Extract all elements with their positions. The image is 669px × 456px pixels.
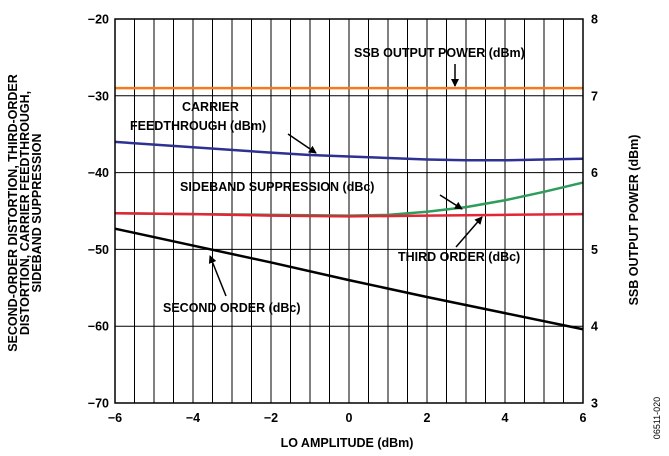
series-line-second-order-dbc — [114, 227, 584, 331]
y-right-tick-label: 6 — [591, 166, 598, 180]
x-tick-label: 2 — [424, 411, 431, 425]
x-tick-label: 6 — [580, 411, 587, 425]
x-tick-label: −2 — [264, 411, 278, 425]
y-left-tick-label: −50 — [88, 243, 109, 257]
y-right-axis-label: SSB OUTPUT POWER (dBm) — [627, 135, 641, 306]
grid — [114, 18, 584, 404]
annotation-carrier-line-2: FEEDTHROUGH (dBm) — [130, 119, 266, 133]
y-left-tick-label: −40 — [88, 166, 109, 180]
annotation-ssb-output-power: SSB OUTPUT POWER (dBm) — [354, 46, 525, 60]
x-tick-labels: −6 −4 −2 0 2 4 6 — [108, 411, 587, 425]
y-left-tick-label: −60 — [88, 320, 109, 334]
y-right-tick-labels: 3 4 5 6 7 8 — [591, 13, 598, 411]
x-tick-label: −4 — [186, 411, 200, 425]
series-line-third-order-dbc — [114, 212, 584, 218]
plot-frame — [114, 18, 584, 404]
annotation-third-order: THIRD ORDER (dBc) — [398, 250, 520, 264]
arrow-second-order — [208, 255, 227, 297]
arrow-third-order — [455, 216, 483, 248]
y-right-tick-label: 4 — [591, 320, 598, 334]
arrow-sideband-suppression — [439, 194, 463, 210]
y-right-tick-label: 8 — [591, 13, 598, 27]
y-right-tick-label: 7 — [591, 89, 598, 103]
y-left-axis-label: SECOND-ORDER DISTORTION, THIRD-ORDER DIS… — [6, 74, 44, 352]
annotation-sideband-suppression: SIDEBAND SUPPRESSION (dBc) — [180, 180, 374, 194]
arrow-carrier-feedthrough — [287, 133, 317, 154]
x-tick-label: −6 — [108, 411, 122, 425]
y-left-tick-label: −30 — [88, 89, 109, 103]
annotation-carrier-line-1: CARRIER — [182, 100, 239, 114]
x-tick-label: 0 — [346, 411, 353, 425]
x-tick-label: 4 — [502, 411, 509, 425]
y-left-axis-label-line-3: SIDEBAND SUPPRESSION — [30, 133, 44, 292]
series-group — [114, 86, 584, 331]
y-left-axis-label-line-2: DISTORTION, CARRIER FEEDTHROUGH, — [18, 91, 32, 335]
x-axis-label: LO AMPLITUDE (dBm) — [281, 436, 414, 450]
y-left-tick-labels: −70 −60 −50 −40 −30 −20 — [88, 13, 109, 411]
y-left-tick-label: −70 — [88, 397, 109, 411]
y-right-tick-label: 3 — [591, 397, 598, 411]
annotation-second-order: SECOND ORDER (dBc) — [163, 301, 301, 315]
figure-code: 06511-020 — [652, 397, 662, 439]
y-right-tick-label: 5 — [591, 243, 598, 257]
series-line-carrier-feedthrough-dbm — [114, 140, 584, 162]
y-left-tick-label: −20 — [88, 13, 109, 27]
y-left-axis-label-line-1: SECOND-ORDER DISTORTION, THIRD-ORDER — [6, 74, 20, 352]
